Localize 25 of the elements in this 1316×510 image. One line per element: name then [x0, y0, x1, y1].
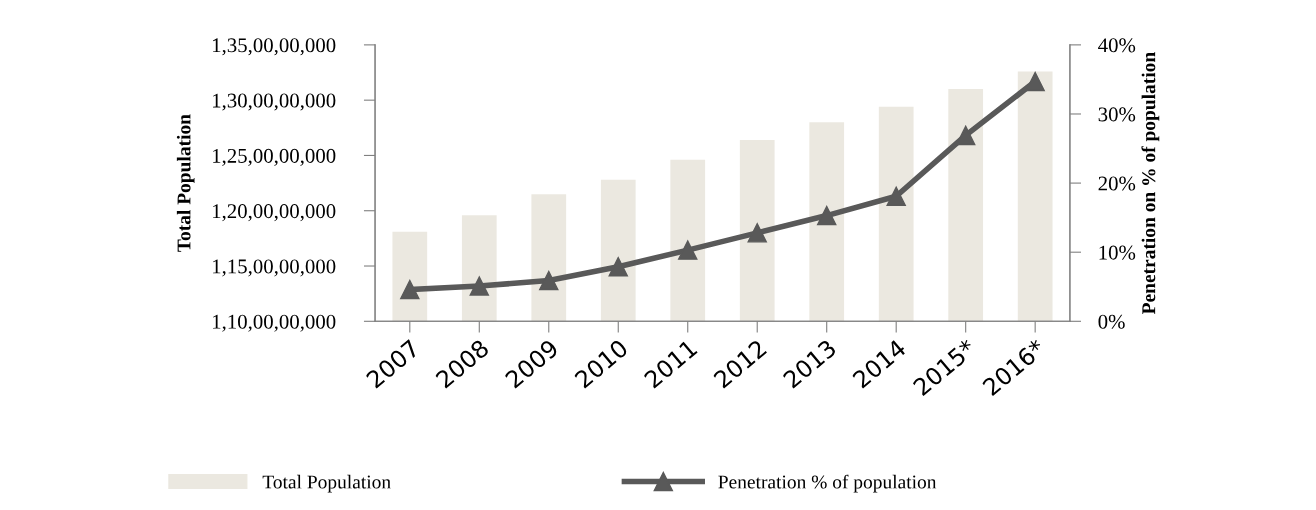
point — [608, 256, 628, 277]
y2-tick-label: 0% — [1098, 314, 1125, 329]
y2-tick-label: 20% — [1098, 176, 1136, 191]
y-tick-label: 1,25,00,00,000 — [213, 148, 336, 166]
point — [1025, 71, 1045, 92]
point — [747, 223, 767, 243]
y-tick-label: 1,20,00,00,000 — [213, 204, 336, 222]
y2-tick-label: 40% — [1098, 38, 1136, 53]
y2-tick-label: 30% — [1098, 107, 1136, 122]
y-tick-label: 1,10,00,00,000 — [213, 314, 336, 332]
point — [816, 205, 837, 226]
legend-label: Penetration % of population — [718, 474, 937, 493]
point — [539, 270, 559, 291]
y-tick-label: 1,35,00,00,000 — [213, 38, 336, 56]
point — [400, 279, 420, 300]
y2-tick-label: 10% — [1099, 245, 1136, 260]
y-axis-title: Total Population — [176, 114, 195, 252]
y-tick-label: 1,15,00,00,000 — [213, 259, 336, 277]
point — [469, 276, 490, 296]
point — [678, 240, 698, 260]
legend-label: Total Population — [262, 474, 391, 493]
y2-axis-title: Penetration on % of population — [1141, 52, 1160, 315]
y-tick-label: 1,30,00,00,000 — [213, 93, 336, 111]
point — [955, 125, 976, 146]
point — [886, 186, 906, 206]
